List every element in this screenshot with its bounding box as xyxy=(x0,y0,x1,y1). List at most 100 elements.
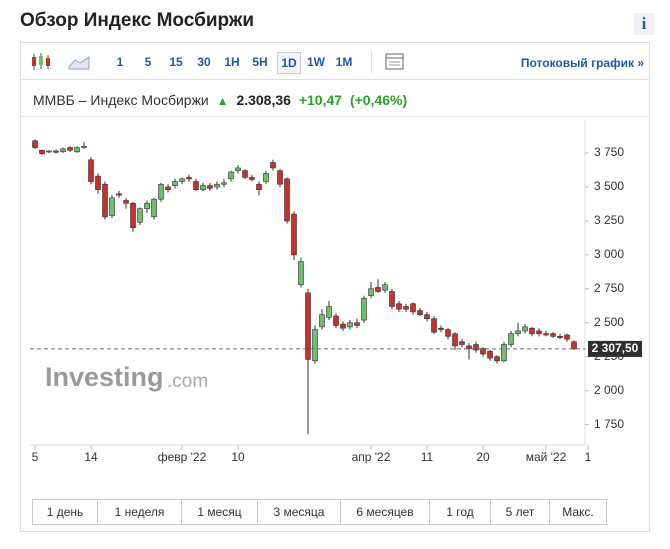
candle-body xyxy=(193,181,199,190)
candle-body xyxy=(200,185,206,190)
stream-link[interactable]: Потоковый график » xyxy=(520,56,644,70)
interval-button[interactable]: 1H xyxy=(224,55,240,69)
candle-body xyxy=(235,167,241,171)
candle-body xyxy=(39,149,45,154)
candle-body xyxy=(116,193,122,196)
candle-body xyxy=(473,344,479,351)
candle-body xyxy=(389,291,395,307)
y-tick-label: 2 750 xyxy=(594,281,624,295)
candle-body xyxy=(249,177,255,180)
candle-body xyxy=(102,183,108,218)
candle-body xyxy=(403,306,409,310)
x-tick-label: 14 xyxy=(84,450,98,464)
y-tick-label: 3 750 xyxy=(594,145,624,159)
candle-body xyxy=(396,303,402,310)
watermark-suffix: .com xyxy=(167,371,208,392)
candle-body xyxy=(459,341,465,345)
candle-body xyxy=(221,182,227,185)
panel xyxy=(20,42,650,532)
change: +10,47 xyxy=(298,92,343,108)
range-selector: 1 день 1 неделя 1 месяц 3 месяца 6 месяцев 1 … xyxy=(32,499,607,525)
range-button[interactable]: 1 месяц xyxy=(182,500,258,524)
y-tick-label: 3 500 xyxy=(594,179,624,193)
candle-body xyxy=(144,202,150,209)
watermark-brand: Investing xyxy=(45,362,164,392)
change-pct: (+0,46%) xyxy=(349,92,408,108)
settings-icon[interactable] xyxy=(384,52,406,72)
last-price-label: 2 307,50 xyxy=(592,341,639,355)
range-button[interactable]: 5 лет xyxy=(491,500,550,524)
interval-button[interactable]: 1M xyxy=(335,55,353,69)
candle-body xyxy=(88,159,94,182)
up-arrow: ▲ xyxy=(216,94,229,108)
candle-body xyxy=(46,150,52,153)
candle-body xyxy=(277,170,283,185)
range-button[interactable]: 3 месяца xyxy=(258,500,341,524)
candle-body xyxy=(326,306,332,318)
y-tick-label: 3 000 xyxy=(594,247,624,261)
interval-button[interactable]: 1D xyxy=(277,52,301,74)
candle-body xyxy=(354,322,360,326)
candle-body xyxy=(410,303,416,313)
candle-body xyxy=(417,310,423,315)
x-tick-label: 1 xyxy=(585,450,592,464)
candle-body xyxy=(424,314,430,319)
candle-body xyxy=(508,333,514,345)
candle-body xyxy=(319,314,325,328)
candle-body xyxy=(466,345,472,349)
range-button[interactable]: 6 месяцев xyxy=(341,500,430,524)
candle-body xyxy=(305,292,311,360)
x-tick-label: май '22 xyxy=(526,450,567,464)
candle-body xyxy=(298,261,304,286)
candle-body xyxy=(53,150,59,153)
candle-body xyxy=(263,173,269,182)
candle-body xyxy=(186,177,192,180)
candle-body xyxy=(158,183,164,200)
candle-body xyxy=(445,329,451,337)
candle-body xyxy=(165,186,171,190)
candle-body xyxy=(256,183,262,190)
interval-button[interactable]: 1 xyxy=(116,55,124,69)
candle-body xyxy=(543,333,549,336)
interval-button[interactable]: 30 xyxy=(197,55,211,69)
candle-body xyxy=(172,181,178,186)
candle-body xyxy=(494,356,500,362)
candle-body xyxy=(207,185,213,189)
candle-body xyxy=(340,323,346,329)
range-button[interactable]: 1 год xyxy=(430,500,491,524)
candle-body xyxy=(347,322,353,328)
interval-button[interactable]: 1W xyxy=(307,55,325,69)
area-icon[interactable] xyxy=(67,52,91,72)
candle-body xyxy=(179,178,185,182)
x-tick-label: 11 xyxy=(421,450,434,464)
x-tick-label: апр '22 xyxy=(352,450,391,464)
x-tick-label: 10 xyxy=(231,450,245,464)
candle-body xyxy=(130,202,136,228)
candle-body xyxy=(151,198,157,218)
candle-body xyxy=(81,145,87,148)
info-button[interactable]: i xyxy=(634,13,654,35)
candle-body xyxy=(375,287,381,292)
x-tick-label: февр '22 xyxy=(158,450,207,464)
interval-button[interactable]: 5H xyxy=(252,55,268,69)
interval-button[interactable]: 15 xyxy=(169,55,183,69)
range-button[interactable]: 1 неделя xyxy=(98,500,182,524)
candle-body xyxy=(382,284,388,291)
price: 2.308,36 xyxy=(236,92,291,108)
instrument-name: ММВБ – Индекс Мосбиржи xyxy=(33,92,209,108)
candle-body xyxy=(452,333,458,347)
candle-body xyxy=(284,178,290,222)
candle-body xyxy=(333,315,339,326)
candle-body xyxy=(74,147,80,152)
range-button[interactable]: Макс. xyxy=(562,505,594,519)
page-title: Обзор Индекс Мосбиржи xyxy=(20,10,255,31)
candle-icon[interactable] xyxy=(29,52,53,72)
candle-body xyxy=(564,334,570,340)
candle-body xyxy=(137,208,143,223)
divider xyxy=(21,116,649,117)
interval-button[interactable]: 5 xyxy=(144,55,152,69)
candle-body xyxy=(67,147,73,151)
range-button[interactable]: 1 день xyxy=(33,500,98,524)
